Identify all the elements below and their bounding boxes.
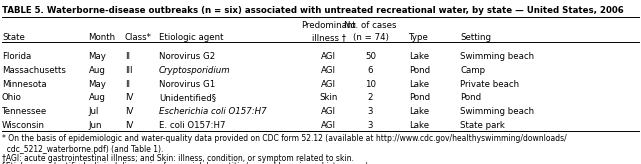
Text: §Etiology unidentified: clinical diagnosis of cercarial dermatitis (caused by av: §Etiology unidentified: clinical diagnos…	[2, 162, 370, 164]
Text: Etiologic agent: Etiologic agent	[159, 33, 224, 42]
Text: Lake: Lake	[409, 121, 429, 130]
Text: Ohio: Ohio	[2, 93, 22, 102]
Text: Lake: Lake	[409, 52, 429, 61]
Text: AGI: AGI	[321, 66, 337, 75]
Text: Escherichia coli O157:H7: Escherichia coli O157:H7	[159, 107, 267, 116]
Text: III: III	[125, 66, 133, 75]
Text: Norovirus G2: Norovirus G2	[159, 52, 215, 61]
Text: Aug: Aug	[88, 93, 105, 102]
Text: cdc_5212_waterborne.pdf) (and Table 1).: cdc_5212_waterborne.pdf) (and Table 1).	[2, 145, 163, 154]
Text: IV: IV	[125, 93, 133, 102]
Text: Norovirus G1: Norovirus G1	[159, 80, 215, 89]
Text: * On the basis of epidemiologic and water-quality data provided on CDC form 52.1: * On the basis of epidemiologic and wate…	[2, 134, 567, 143]
Text: II: II	[125, 52, 130, 61]
Text: TABLE 5. Waterborne-disease outbreaks (n = six) associated with untreated recrea: TABLE 5. Waterborne-disease outbreaks (n…	[2, 6, 624, 15]
Text: Jun: Jun	[88, 121, 102, 130]
Text: AGI: AGI	[321, 121, 337, 130]
Text: †AGI: acute gastrointestinal illness; and Skin: illness, condition, or symptom r: †AGI: acute gastrointestinal illness; an…	[2, 154, 354, 163]
Text: Pond: Pond	[409, 93, 430, 102]
Text: 50: 50	[365, 52, 376, 61]
Text: Lake: Lake	[409, 80, 429, 89]
Text: 3: 3	[368, 121, 373, 130]
Text: Type: Type	[409, 33, 429, 42]
Text: II: II	[125, 80, 130, 89]
Text: Pond: Pond	[460, 93, 481, 102]
Text: 3: 3	[368, 107, 373, 116]
Text: Jul: Jul	[88, 107, 99, 116]
Text: May: May	[88, 80, 106, 89]
Text: Skin: Skin	[320, 93, 338, 102]
Text: Predominant: Predominant	[301, 21, 356, 30]
Text: Tennessee: Tennessee	[2, 107, 47, 116]
Text: (n = 74): (n = 74)	[353, 33, 388, 42]
Text: Cryptosporidium: Cryptosporidium	[159, 66, 231, 75]
Text: illness †: illness †	[312, 33, 346, 42]
Text: No. of cases: No. of cases	[344, 21, 397, 30]
Text: Swimming beach: Swimming beach	[460, 52, 535, 61]
Text: Pond: Pond	[409, 66, 430, 75]
Text: Florida: Florida	[2, 52, 31, 61]
Text: 2: 2	[368, 93, 373, 102]
Text: Swimming beach: Swimming beach	[460, 107, 535, 116]
Text: E. coli O157:H7: E. coli O157:H7	[159, 121, 226, 130]
Text: State park: State park	[460, 121, 505, 130]
Text: AGI: AGI	[321, 107, 337, 116]
Text: State: State	[2, 33, 25, 42]
Text: Setting: Setting	[460, 33, 491, 42]
Text: Wisconsin: Wisconsin	[2, 121, 45, 130]
Text: Lake: Lake	[409, 107, 429, 116]
Text: Unidentified§: Unidentified§	[159, 93, 216, 102]
Text: IV: IV	[125, 121, 133, 130]
Text: AGI: AGI	[321, 80, 337, 89]
Text: Camp: Camp	[460, 66, 485, 75]
Text: 10: 10	[365, 80, 376, 89]
Text: Minnesota: Minnesota	[2, 80, 47, 89]
Text: May: May	[88, 52, 106, 61]
Text: Aug: Aug	[88, 66, 105, 75]
Text: 6: 6	[368, 66, 373, 75]
Text: Class*: Class*	[125, 33, 152, 42]
Text: Month: Month	[88, 33, 115, 42]
Text: IV: IV	[125, 107, 133, 116]
Text: Massachusetts: Massachusetts	[2, 66, 66, 75]
Text: Private beach: Private beach	[460, 80, 519, 89]
Text: AGI: AGI	[321, 52, 337, 61]
